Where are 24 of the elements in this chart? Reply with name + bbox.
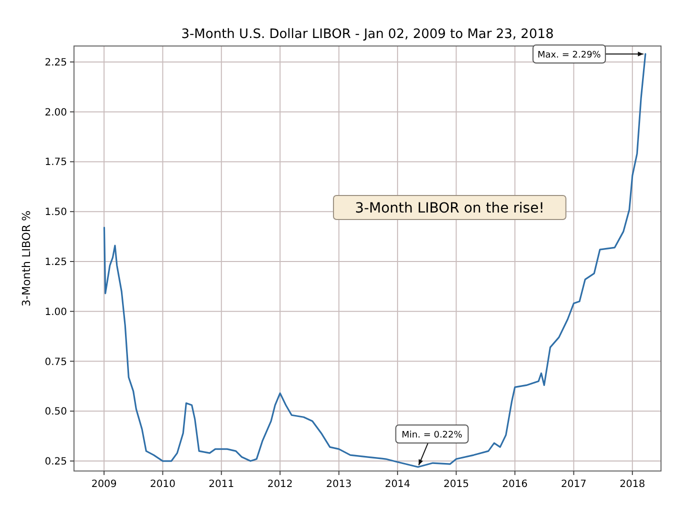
x-tick-label: 2013 bbox=[326, 479, 352, 490]
x-tick-label: 2018 bbox=[620, 479, 646, 490]
y-tick-label: 2.00 bbox=[44, 107, 67, 118]
y-tick-label: 0.25 bbox=[44, 456, 67, 468]
chart-title: 3-Month U.S. Dollar LIBOR - Jan 02, 2009 to Mar 23, 2018 bbox=[181, 27, 554, 42]
x-tick-label: 2010 bbox=[150, 479, 176, 490]
y-axis-title: 3-Month LIBOR % bbox=[20, 210, 33, 306]
annotation: Min. = 0.22% bbox=[402, 430, 463, 441]
x-tick-label: 2012 bbox=[267, 479, 293, 490]
y-tick-label: 1.75 bbox=[44, 157, 67, 168]
y-tick-label: 0.75 bbox=[44, 356, 67, 368]
x-tick-label: 2014 bbox=[384, 479, 410, 490]
y-tick-label: 1.50 bbox=[44, 207, 67, 218]
x-tick-label: 2015 bbox=[444, 479, 469, 490]
y-tick-label: 1.00 bbox=[44, 306, 67, 318]
annotation: Max. = 2.29% bbox=[538, 50, 602, 60]
y-tick-label: 1.25 bbox=[44, 256, 67, 268]
annotation: 3-Month LIBOR on the rise! bbox=[355, 200, 544, 216]
y-tick-label: 0.50 bbox=[44, 406, 67, 418]
x-tick-label: 2011 bbox=[208, 479, 234, 490]
x-tick-label: 2017 bbox=[560, 479, 586, 490]
y-tick-label: 2.25 bbox=[44, 57, 67, 68]
x-tick-label: 2009 bbox=[91, 479, 117, 490]
x-tick-label: 2016 bbox=[502, 479, 528, 490]
